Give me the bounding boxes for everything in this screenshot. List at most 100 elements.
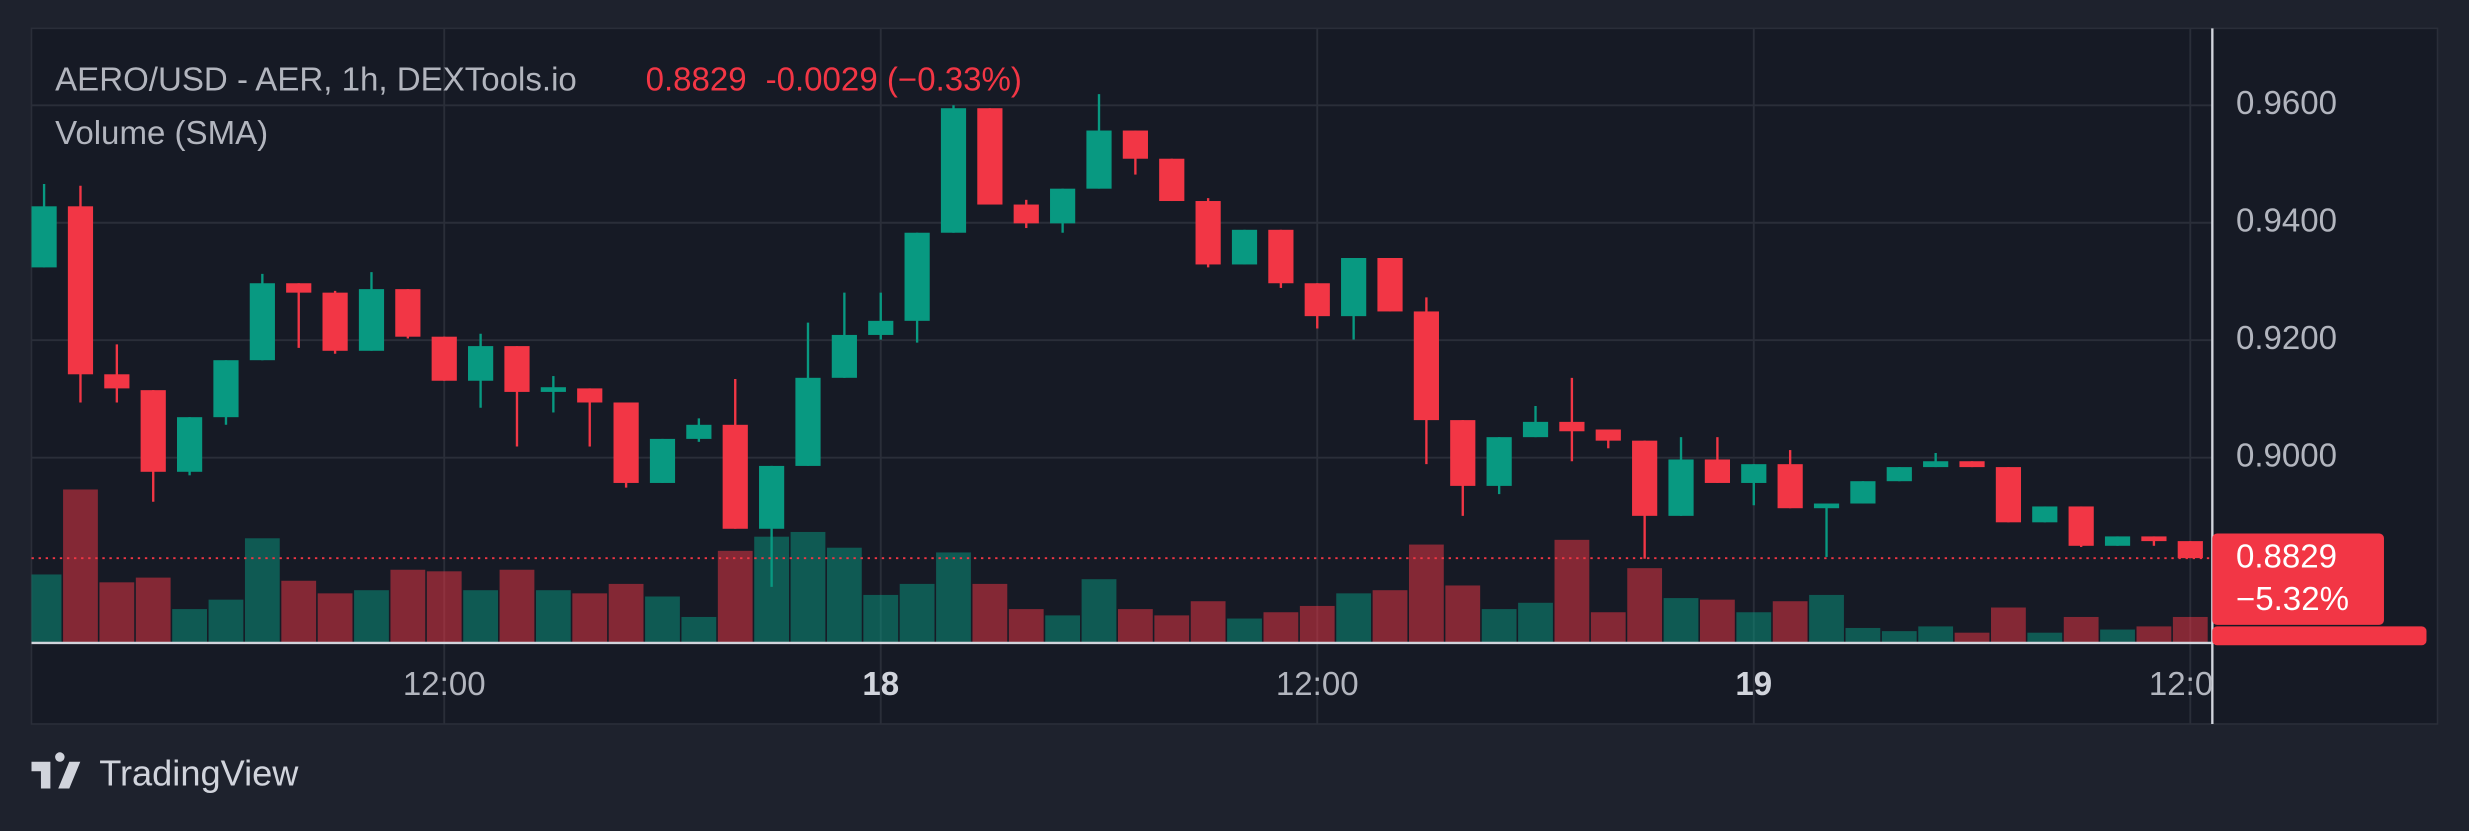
change-percent-label: −5.32% <box>2236 581 2349 618</box>
candle-body <box>1377 257 1403 312</box>
candle-body <box>213 360 239 418</box>
volume-bar <box>2027 632 2063 643</box>
volume-bar <box>2063 616 2099 643</box>
candle-body <box>1741 464 1767 483</box>
candle-body <box>504 346 530 392</box>
candle-body <box>1013 204 1039 224</box>
volume-bar <box>1336 593 1372 643</box>
volume-bar <box>135 577 171 643</box>
price-badge: 0.8829 −5.32% <box>2212 533 2427 646</box>
volume-bar <box>572 593 608 643</box>
volume-bar <box>863 594 899 643</box>
candle-body <box>431 336 457 381</box>
volume-bar <box>899 583 935 643</box>
candle-body <box>1923 461 1949 468</box>
volume-bar <box>1117 609 1153 643</box>
candle-body <box>104 374 130 389</box>
volume-bar <box>354 590 389 643</box>
candle-body <box>1668 459 1694 516</box>
volume-bar <box>1627 568 1663 643</box>
volume-bar <box>31 574 62 643</box>
x-tick-label: 18 <box>862 666 899 703</box>
brand-name: TradingView <box>99 752 299 793</box>
candle-body <box>1231 229 1258 265</box>
candle-body <box>1159 158 1185 202</box>
candle-body <box>31 206 57 268</box>
x-tick-label: 19 <box>1735 666 1772 703</box>
volume-bar <box>1154 615 1190 643</box>
volume-bar <box>1081 579 1117 643</box>
candle-body <box>322 292 348 351</box>
candle-body <box>2068 506 2094 546</box>
candle-body <box>140 390 166 472</box>
candle-body <box>67 206 94 375</box>
volume-bar <box>1372 590 1408 643</box>
last-price-label: 0.8829 <box>2236 538 2337 575</box>
chart-title: AERO/USD - AER, 1h, DEXTools.io <box>55 62 577 99</box>
volume-bar <box>208 599 244 643</box>
x-tick-label: 12:00 <box>2149 666 2232 703</box>
candle-body <box>1632 440 1658 516</box>
candle-body <box>1995 467 2022 523</box>
volume-bar <box>1809 594 1844 643</box>
volume-bar <box>1590 612 1626 643</box>
volume-bar <box>1881 631 1917 643</box>
candle-body <box>468 346 494 381</box>
volume-bar <box>281 580 317 643</box>
candle-body <box>759 465 785 529</box>
volume-bar <box>826 547 862 643</box>
brand-icon <box>31 752 81 789</box>
volume-bar <box>390 569 426 643</box>
candle-body <box>613 402 639 483</box>
candle-body <box>1450 420 1476 486</box>
candle-body <box>795 377 821 466</box>
legend-change: -0.0029 (−0.33%) <box>766 62 1022 99</box>
volume-bar <box>244 538 280 643</box>
volume-bar <box>1699 599 1735 643</box>
volume-bar <box>790 531 826 643</box>
candle-body <box>1195 201 1221 265</box>
volume-bar <box>1299 605 1335 643</box>
candle-body <box>1777 464 1803 509</box>
volume-title: Volume (SMA) <box>55 115 268 152</box>
candle-body <box>1813 503 1840 509</box>
candle-body <box>176 417 203 472</box>
volume-bar <box>535 590 571 643</box>
volume-bar <box>1736 612 1772 643</box>
candle-body <box>1304 283 1330 317</box>
candle-body <box>1595 429 1621 441</box>
candle-body <box>1413 311 1439 421</box>
volume-bar <box>1008 609 1044 643</box>
candle-body <box>1959 461 1985 468</box>
candle-body <box>1341 257 1367 317</box>
volume-bar <box>1518 602 1553 643</box>
volume-bar <box>1991 607 2026 643</box>
volume-badge <box>2212 626 2427 646</box>
volume-bar <box>608 583 644 643</box>
volume-bar <box>1190 601 1226 643</box>
volume-bar <box>99 582 135 643</box>
candle-body <box>249 283 275 361</box>
candle-body <box>358 289 385 351</box>
candle-body <box>1704 459 1730 483</box>
last-price-badge <box>2212 533 2384 625</box>
candle-body <box>540 387 566 392</box>
candle-body <box>1486 437 1512 486</box>
candle-body <box>2104 536 2131 546</box>
volume-bar <box>2136 626 2172 643</box>
y-tick-label: 0.9400 <box>2236 202 2337 239</box>
candle-body <box>1559 421 1585 432</box>
volume-bar <box>681 616 717 643</box>
y-tick-label: 0.9000 <box>2236 437 2337 474</box>
volume-bar <box>717 550 753 643</box>
volume-bar <box>1045 615 1081 643</box>
volume-bar <box>1663 598 1699 643</box>
candle-body <box>1050 188 1076 224</box>
candle-body <box>940 108 967 233</box>
candle-body <box>686 424 712 439</box>
x-tick-label: 12:00 <box>403 666 486 703</box>
volume-bar <box>1554 539 1590 643</box>
candle-body <box>2032 506 2058 523</box>
